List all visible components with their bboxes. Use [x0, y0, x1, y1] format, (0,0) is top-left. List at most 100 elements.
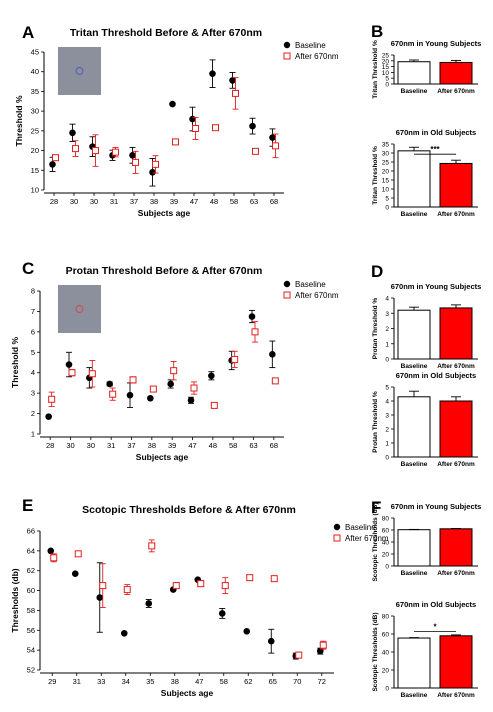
y-tick-label: 20 — [31, 146, 39, 155]
after-point — [74, 550, 82, 558]
x-tick-label: 39 — [168, 441, 176, 450]
y-tick-label: 0 — [385, 205, 389, 212]
y-tick-label: 7 — [31, 307, 35, 316]
legend-after-label: After 670nm — [345, 534, 389, 543]
x-tick-label: 31 — [110, 197, 118, 206]
y-tick-label: 30 — [31, 107, 39, 116]
y-tick-label: 54 — [27, 646, 35, 655]
chart-title: 670nm in Young Subjects — [391, 502, 482, 511]
after-point — [246, 574, 254, 582]
after-point — [221, 582, 229, 590]
y-tick-label: 0 — [385, 455, 389, 462]
after-point — [251, 328, 259, 336]
legend-baseline-marker — [283, 41, 291, 49]
after-bar — [439, 162, 473, 208]
x-tick-label: 39 — [170, 197, 178, 206]
chart-title: Tritan Threshold Before & After 670nm — [70, 27, 262, 39]
x-tick-label: 65 — [269, 677, 277, 686]
baseline-point — [243, 627, 251, 635]
y-tick-label: 64 — [27, 546, 35, 555]
y-tick-label: 52 — [27, 666, 35, 675]
after-bar — [439, 400, 473, 458]
x-tick-label: 38 — [150, 197, 158, 206]
x-tick-label: Baseline — [401, 88, 428, 95]
stimulus-inset — [58, 47, 101, 95]
baseline-point — [145, 600, 153, 607]
y-tick-label: 3 — [385, 413, 389, 420]
x-axis-label: Subjects age — [161, 688, 214, 698]
baseline-point — [120, 629, 128, 637]
y-tick-label: 5 — [385, 76, 389, 83]
y-tick-label: 1 — [31, 430, 35, 439]
after-point — [92, 147, 99, 155]
baseline-bar — [397, 150, 431, 208]
panel-letter: B — [371, 22, 383, 41]
baseline-point — [106, 380, 113, 388]
y-tick-label: 5 — [385, 196, 389, 203]
after-point — [52, 154, 59, 162]
after-point — [197, 580, 205, 588]
x-tick-label: 58 — [220, 677, 228, 686]
y-tick-label: 60 — [27, 586, 35, 595]
legend-baseline-marker — [333, 523, 341, 531]
y-tick-label: 2 — [385, 326, 389, 333]
y-tick-label: 20 — [382, 552, 390, 559]
x-tick-label: Baseline — [401, 570, 428, 577]
after-bar — [439, 635, 473, 689]
after-point — [50, 554, 58, 562]
y-tick-label: 80 — [382, 614, 390, 621]
baseline-point — [169, 100, 176, 108]
baseline-point — [149, 168, 156, 176]
after-point — [123, 586, 131, 594]
after-point — [172, 138, 179, 146]
chart-1: C 1 2 3 4 5 6 7 8 Threshold % Protan Threshold Bef… — [10, 259, 339, 462]
legend-baseline-label: Baseline — [295, 41, 326, 50]
after-point — [252, 147, 259, 155]
after-point — [109, 390, 117, 398]
x-tick-label: After 670nm — [437, 88, 475, 95]
y-tick-label: 6 — [31, 327, 35, 336]
after-point — [88, 370, 96, 378]
after-point — [192, 124, 199, 132]
x-tick-label: 37 — [130, 197, 138, 206]
baseline-point — [129, 152, 136, 159]
y-tick-label: 8 — [31, 287, 35, 296]
x-tick-label: Baseline — [401, 692, 428, 699]
baseline-bar — [397, 309, 431, 360]
baseline-point — [49, 161, 56, 168]
x-tick-label: Baseline — [401, 461, 428, 468]
x-tick-label: 34 — [122, 677, 130, 686]
baseline-point — [209, 70, 216, 77]
chart-title: 670nm in Young Subjects — [391, 282, 482, 291]
x-tick-label: 37 — [127, 441, 135, 450]
y-axis-label: Threshold % — [14, 95, 24, 146]
baseline-point — [147, 394, 154, 402]
panel-letter: E — [22, 496, 33, 515]
y-tick-label: 40 — [31, 67, 39, 76]
x-tick-label: 70 — [293, 677, 301, 686]
x-tick-label: 38 — [148, 441, 156, 450]
panel-letter: D — [371, 262, 383, 281]
x-tick-label: 72 — [318, 677, 326, 686]
baseline-point — [208, 372, 215, 380]
baseline-point — [65, 361, 73, 368]
x-tick-label: Baseline — [401, 211, 428, 218]
chart-2: E 52 54 56 58 60 62 64 66 Thresholds (db) Scotopic… — [10, 496, 389, 698]
legend-after-marker — [283, 291, 291, 299]
baseline-point — [47, 547, 55, 555]
after-point — [319, 641, 327, 649]
y-tick-label: 15 — [31, 166, 39, 175]
x-tick-label: 63 — [250, 197, 258, 206]
y-tick-label: 10 — [382, 70, 390, 77]
y-tick-label: 3 — [385, 311, 389, 318]
after-point — [212, 124, 219, 132]
legend-after-label: After 670nm — [295, 291, 339, 300]
x-tick-label: After 670nm — [437, 461, 475, 468]
y-tick-label: 2 — [31, 409, 35, 418]
after-point — [271, 377, 279, 385]
x-tick-label: 28 — [50, 197, 58, 206]
